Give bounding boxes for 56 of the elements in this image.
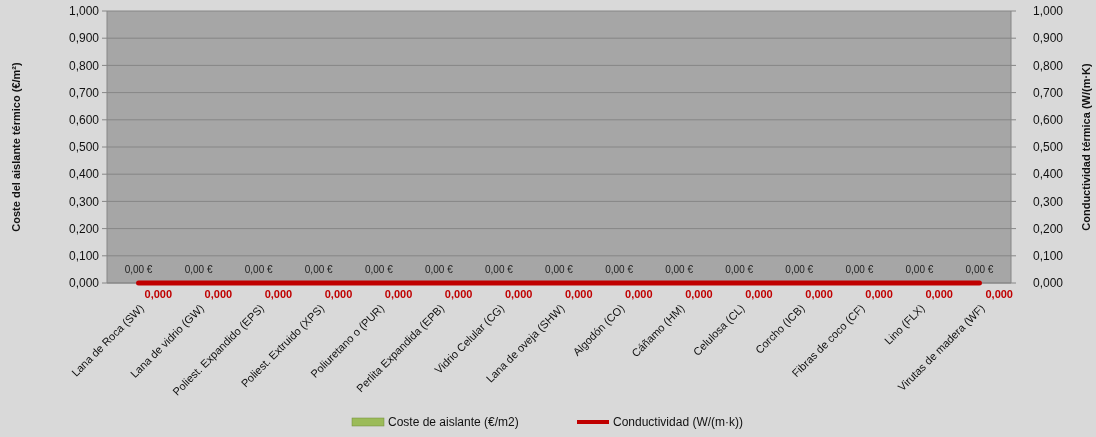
y2-tick-label: 0,400 <box>1033 167 1064 182</box>
data-label: 0,00 € <box>485 264 514 275</box>
y2-tick-label: 1,000 <box>1033 4 1064 19</box>
data-label: 0,000 <box>324 288 353 300</box>
y-tick-label: 0,400 <box>68 167 100 182</box>
legend-label: Conductividad (W/(m·k)) <box>613 415 744 429</box>
y-tick-label: 1,000 <box>68 4 100 19</box>
data-label: 0,00 € <box>965 264 994 275</box>
y-tick-label: 0,200 <box>68 221 100 236</box>
data-label: 0,00 € <box>725 264 754 275</box>
y2-axis-title: Conductividad térmica (W/(m·K) <box>1080 62 1092 231</box>
data-label: 0,00 € <box>845 264 874 275</box>
y-tick-label: 0,600 <box>68 113 100 127</box>
data-label: 0,00 € <box>184 264 213 275</box>
y-tick-label: 0,000 <box>68 276 100 291</box>
y2-tick-label: 0,500 <box>1033 140 1064 155</box>
data-label: 0,00 € <box>124 264 153 275</box>
data-label: 0,000 <box>685 288 713 300</box>
data-label: 0,00 € <box>364 264 394 275</box>
data-label: 0,000 <box>504 288 533 300</box>
y-tick-label: 0,700 <box>68 85 100 100</box>
data-label: 0,000 <box>625 288 653 300</box>
data-label: 0,000 <box>384 288 413 300</box>
data-label: 0,000 <box>444 288 473 300</box>
y2-tick-label: 0,700 <box>1033 85 1064 100</box>
data-label: 0,000 <box>865 288 893 300</box>
data-label: 0,00 € <box>905 264 934 275</box>
y2-tick-label: 0,800 <box>1033 58 1064 73</box>
data-label: 0,00 € <box>304 264 334 275</box>
y2-tick-label: 0,600 <box>1033 113 1064 127</box>
data-label: 0,00 € <box>665 264 694 275</box>
y-axis-title: Coste del aislante térmico (€/m²) <box>10 62 22 232</box>
data-label: 0,000 <box>204 288 233 300</box>
data-label: 0,000 <box>264 288 293 300</box>
y-tick-label: 0,900 <box>68 31 100 46</box>
data-label: 0,00 € <box>244 264 273 275</box>
y-tick-label: 0,300 <box>68 194 100 209</box>
data-label: 0,00 € <box>424 264 454 275</box>
data-label: 0,000 <box>144 288 173 300</box>
data-label: 0,00 € <box>545 264 574 275</box>
y2-tick-label: 0,100 <box>1033 249 1064 263</box>
legend-label: Coste de aislante (€/m2) <box>388 415 519 429</box>
data-label: 0,000 <box>565 288 593 300</box>
y-tick-label: 0,500 <box>68 140 100 155</box>
data-label: 0,000 <box>925 288 953 300</box>
data-label: 0,000 <box>805 288 833 300</box>
y-tick-label: 0,100 <box>68 249 100 263</box>
data-label: 0,00 € <box>605 264 634 275</box>
y2-tick-label: 0,000 <box>1033 276 1064 291</box>
data-label: 0,000 <box>985 288 1013 300</box>
y-tick-label: 0,800 <box>68 58 100 73</box>
data-label: 0,000 <box>745 288 773 300</box>
y2-tick-label: 0,900 <box>1033 31 1064 46</box>
data-label: 0,00 € <box>785 264 814 275</box>
y2-tick-label: 0,200 <box>1033 221 1064 236</box>
y2-tick-label: 0,300 <box>1033 194 1064 209</box>
